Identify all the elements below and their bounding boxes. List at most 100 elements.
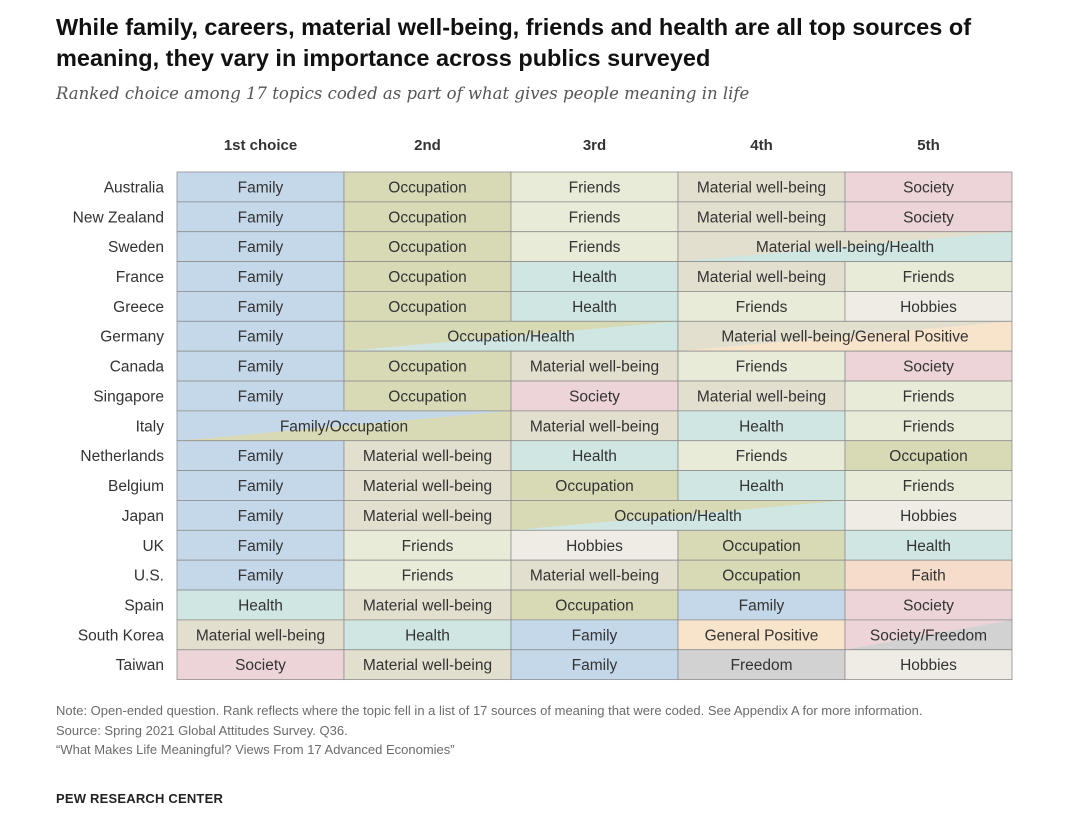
cell-label: Hobbies — [900, 657, 957, 674]
note-text: Note: Open-ended question. Rank reflects… — [56, 703, 923, 718]
table-cell — [176, 559, 345, 591]
table-cell — [176, 500, 345, 531]
table-cell — [844, 440, 1013, 471]
cell-label: Material well-being — [363, 448, 492, 465]
table-cell — [844, 380, 1013, 412]
table-cell — [844, 619, 1013, 651]
footnotes: Note: Open-ended question. Rank reflects… — [56, 701, 1056, 760]
table-cell — [176, 410, 512, 442]
cell-label: General Positive — [705, 627, 819, 644]
table-cell — [510, 231, 679, 262]
cell-label: Family — [238, 359, 284, 376]
table-cell — [677, 589, 846, 621]
table-cell — [343, 589, 512, 621]
cell-label: Society — [903, 597, 954, 614]
cell-label: Material well-being — [530, 359, 659, 376]
country-label: Germany — [100, 329, 164, 346]
table-cell — [844, 649, 1013, 681]
cell-label: Family — [238, 269, 284, 286]
cell-label: Occupation — [388, 359, 466, 376]
cell-label: Society/Freedom — [870, 627, 987, 644]
table-cell — [343, 291, 512, 322]
country-label: Spain — [124, 597, 164, 614]
table-cell — [176, 320, 345, 352]
cell-label: Friends — [903, 388, 955, 405]
table-cell — [343, 380, 512, 412]
table-cell — [844, 410, 1013, 442]
table-cell — [343, 440, 512, 471]
cell-label: Material well-being — [697, 209, 826, 226]
cell-label: Family — [572, 657, 618, 674]
column-header: 5th — [917, 137, 940, 154]
table-cell — [343, 559, 512, 591]
table-cell — [844, 529, 1013, 561]
cell-label: Material well-being — [363, 478, 492, 495]
cell-label: Health — [572, 299, 617, 316]
cell-label: Society — [903, 209, 954, 226]
cell-label: Family — [238, 568, 284, 585]
table-cell — [677, 619, 846, 651]
cell-label: Freedom — [730, 657, 792, 674]
table-cell — [176, 380, 345, 412]
table-cell — [176, 231, 345, 262]
country-label: Singapore — [93, 388, 164, 405]
cell-label: Occupation — [722, 568, 800, 585]
column-header: 4th — [750, 137, 773, 154]
cell-label: Friends — [903, 478, 955, 495]
country-label: Canada — [110, 359, 165, 376]
cell-label: Family — [739, 597, 785, 614]
table-cell — [176, 529, 345, 561]
table-cell — [343, 649, 512, 681]
cell-label: Health — [739, 418, 784, 435]
cell-label: Friends — [569, 179, 621, 196]
table-cell — [176, 649, 345, 681]
cell-label: Family — [238, 448, 284, 465]
table-cell — [176, 619, 345, 651]
cell-label: Friends — [903, 269, 955, 286]
table-cell — [176, 350, 345, 382]
cell-label: Material well-being — [697, 388, 826, 405]
cell-label: Family — [238, 508, 284, 525]
cell-label: Material well-being — [530, 418, 659, 435]
cell-label: Occupation — [555, 478, 633, 495]
cell-label: Family — [238, 478, 284, 495]
cell-label: Material well-being — [363, 597, 492, 614]
cell-label: Friends — [402, 538, 454, 555]
cell-label: Health — [739, 478, 784, 495]
table-cell — [176, 470, 345, 501]
table-cell — [510, 171, 679, 203]
cell-label: Friends — [903, 418, 955, 435]
cell-label: Society — [903, 179, 954, 196]
cell-label: Hobbies — [900, 508, 957, 525]
cell-label: Occupation — [388, 239, 466, 256]
cell-label: Material well-being/General Positive — [721, 329, 968, 346]
table-cell — [844, 291, 1013, 322]
table-cell — [343, 500, 512, 531]
cell-label: Family — [238, 388, 284, 405]
table-cell — [677, 380, 846, 412]
table-cell — [343, 231, 512, 262]
country-label: U.S. — [134, 568, 164, 585]
cell-label: Society — [569, 388, 620, 405]
table-cell — [510, 619, 679, 651]
cell-label: Material well-being — [697, 269, 826, 286]
cell-label: Health — [238, 597, 283, 614]
country-label: Italy — [136, 418, 165, 435]
chart-subtitle: Ranked choice among 17 topics coded as p… — [56, 84, 750, 103]
cell-label: Occupation/Health — [447, 329, 575, 346]
country-label: Netherlands — [80, 448, 164, 465]
table-cell — [510, 201, 679, 233]
cell-label: Faith — [911, 568, 945, 585]
table-cell — [510, 410, 679, 442]
table-cell — [677, 291, 846, 322]
cell-label: Occupation — [388, 269, 466, 286]
cell-label: Hobbies — [566, 538, 623, 555]
cell-label: Health — [405, 627, 450, 644]
cell-label: Material well-being — [196, 627, 325, 644]
table-cell — [510, 261, 679, 292]
country-label: UK — [142, 538, 164, 555]
cell-label: Hobbies — [900, 299, 957, 316]
cell-label: Occupation — [555, 597, 633, 614]
country-label: Greece — [113, 299, 164, 316]
cell-label: Family — [238, 239, 284, 256]
